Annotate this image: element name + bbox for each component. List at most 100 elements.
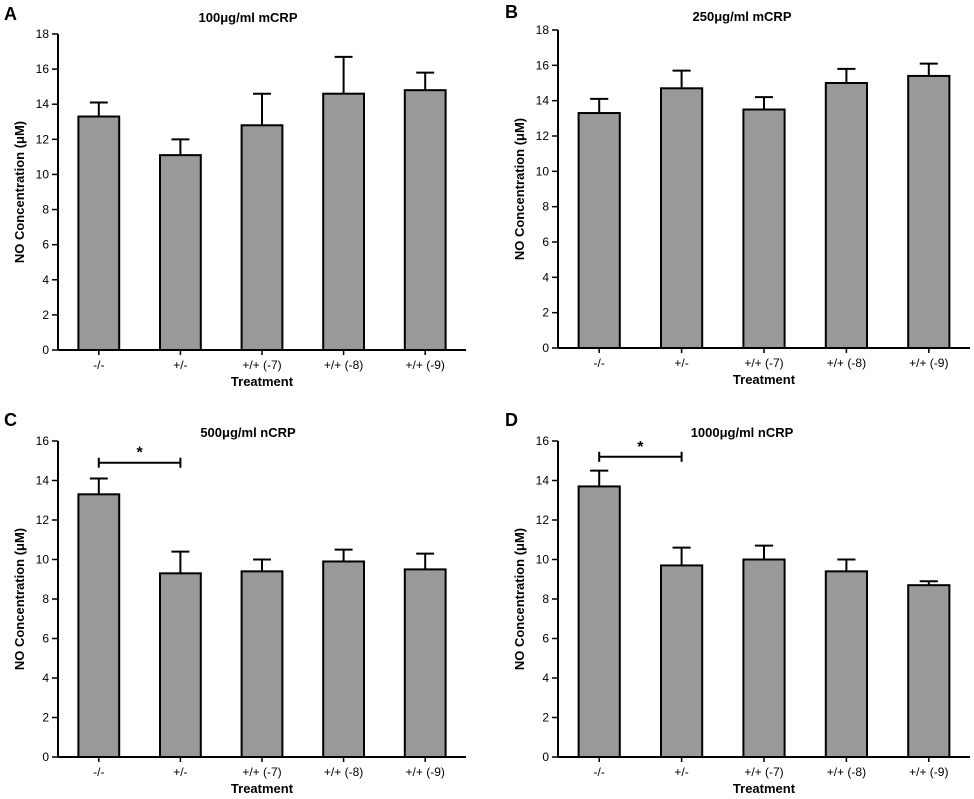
x-tick-label: -/- xyxy=(594,765,605,779)
y-tick-label: 2 xyxy=(42,711,49,725)
y-tick-label: 6 xyxy=(42,632,49,646)
y-tick-label: 10 xyxy=(536,164,550,178)
y-tick-label: 6 xyxy=(542,235,549,249)
y-tick-label: 4 xyxy=(542,270,549,284)
chart-panel-b: B 250μg/ml mCRP -/- +/- +/+ (-7) +/+ (-8) +/+ … xyxy=(505,2,970,387)
y-tick-label: 18 xyxy=(36,27,50,41)
x-tick-label: +/- xyxy=(674,356,688,370)
y-axis-label: NO Concentration (μM) xyxy=(512,528,527,670)
panel-letter: C xyxy=(4,410,17,430)
chart-panel-d: D 1000μg/ml nCRP -/- +/- +/+ (-7) +/+ (-8) +/+… xyxy=(505,410,970,796)
y-tick-label: 10 xyxy=(36,553,50,567)
y-tick-label: 8 xyxy=(42,203,49,217)
y-axis-label: NO Concentration (μM) xyxy=(512,118,527,260)
bar-4 xyxy=(322,92,366,351)
y-tick-label: 10 xyxy=(36,167,50,181)
panel-letter: B xyxy=(505,2,518,22)
y-tick-label: 2 xyxy=(42,308,49,322)
x-tick-label: +/+ (-7) xyxy=(242,765,281,779)
x-tick-label: +/+ (-8) xyxy=(324,765,363,779)
significance-star: * xyxy=(637,439,644,456)
y-tick-label: 14 xyxy=(36,97,50,111)
bar-5 xyxy=(907,74,951,350)
x-tick-label: -/- xyxy=(93,765,104,779)
chart-title: 250μg/ml mCRP xyxy=(693,9,792,24)
y-tick-label: 12 xyxy=(36,513,50,527)
x-tick-label: +/- xyxy=(674,765,688,779)
y-tick-label: 6 xyxy=(542,632,549,646)
x-axis-label: Treatment xyxy=(231,374,294,389)
y-tick-label: 16 xyxy=(36,62,50,76)
x-tick-label: +/+ (-9) xyxy=(406,358,445,372)
bar-4 xyxy=(322,560,366,758)
y-tick-label: 12 xyxy=(36,132,50,146)
y-tick-label: 4 xyxy=(542,671,549,685)
bar-1 xyxy=(77,493,121,758)
y-tick-label: 8 xyxy=(542,200,549,214)
x-tick-label: +/+ (-7) xyxy=(744,765,783,779)
y-tick-label: 16 xyxy=(36,434,50,448)
bar-4 xyxy=(824,82,868,349)
bar-3 xyxy=(240,124,284,351)
bar-3 xyxy=(742,108,786,349)
y-tick-label: 4 xyxy=(42,671,49,685)
y-tick-label: 8 xyxy=(42,592,49,606)
y-tick-label: 2 xyxy=(542,711,549,725)
bar-2 xyxy=(159,572,202,759)
x-tick-label: +/+ (-7) xyxy=(744,356,783,370)
chart-title: 1000μg/ml nCRP xyxy=(691,425,794,440)
x-tick-label: +/+ (-9) xyxy=(406,765,445,779)
x-axis-label: Treatment xyxy=(733,781,796,796)
y-tick-label: 2 xyxy=(542,306,549,320)
panel-letter: D xyxy=(505,410,518,430)
y-tick-label: 14 xyxy=(36,474,50,488)
bar-5 xyxy=(403,89,447,352)
x-tick-label: -/- xyxy=(594,356,605,370)
y-tick-label: 0 xyxy=(42,750,49,764)
bar-3 xyxy=(742,558,786,758)
y-tick-label: 12 xyxy=(536,513,550,527)
chart-title: 500μg/ml nCRP xyxy=(200,425,296,440)
x-axis-label: Treatment xyxy=(231,781,294,796)
y-tick-label: 0 xyxy=(542,341,549,355)
y-tick-label: 6 xyxy=(42,238,49,252)
y-tick-label: 16 xyxy=(536,58,550,72)
y-axis-label: NO Concentration (μM) xyxy=(12,121,27,263)
significance-star: * xyxy=(136,445,143,462)
x-tick-label: +/+ (-8) xyxy=(827,356,866,370)
x-tick-label: +/+ (-8) xyxy=(324,358,363,372)
bar-5 xyxy=(907,584,951,758)
x-tick-label: +/- xyxy=(173,358,187,372)
panel-letter: A xyxy=(4,4,17,24)
bar-3 xyxy=(240,570,284,758)
chart-title: 100μg/ml mCRP xyxy=(199,10,298,25)
y-tick-label: 8 xyxy=(542,592,549,606)
x-axis-label: Treatment xyxy=(733,372,796,387)
y-tick-label: 18 xyxy=(536,23,550,37)
bar-5 xyxy=(403,568,447,758)
y-tick-label: 16 xyxy=(536,434,550,448)
x-tick-label: +/+ (-9) xyxy=(909,765,948,779)
bar-1 xyxy=(577,112,621,349)
chart-panel-a: A 100μg/ml mCRP -/- +/- +/+ (-7) +/+ (-8) +/+ … xyxy=(4,4,466,389)
bar-2 xyxy=(159,154,202,351)
bar-2 xyxy=(660,564,704,758)
y-tick-label: 0 xyxy=(42,343,49,357)
x-tick-label: -/- xyxy=(93,358,104,372)
y-tick-label: 14 xyxy=(536,474,550,488)
y-tick-label: 0 xyxy=(542,750,549,764)
x-tick-label: +/+ (-9) xyxy=(909,356,948,370)
x-tick-label: +/- xyxy=(173,765,187,779)
bar-1 xyxy=(77,115,121,351)
bar-2 xyxy=(660,87,704,350)
y-tick-label: 12 xyxy=(536,129,550,143)
bar-4 xyxy=(824,570,868,758)
bar-1 xyxy=(577,485,621,758)
chart-panel-c: C 500μg/ml nCRP -/- +/- +/+ (-7) +/+ (-8) +/+ … xyxy=(4,410,466,796)
y-axis-label: NO Concentration (μM) xyxy=(12,528,27,670)
y-tick-label: 4 xyxy=(42,273,49,287)
x-tick-label: +/+ (-7) xyxy=(242,358,281,372)
y-tick-label: 14 xyxy=(536,94,550,108)
y-tick-label: 10 xyxy=(536,553,550,567)
